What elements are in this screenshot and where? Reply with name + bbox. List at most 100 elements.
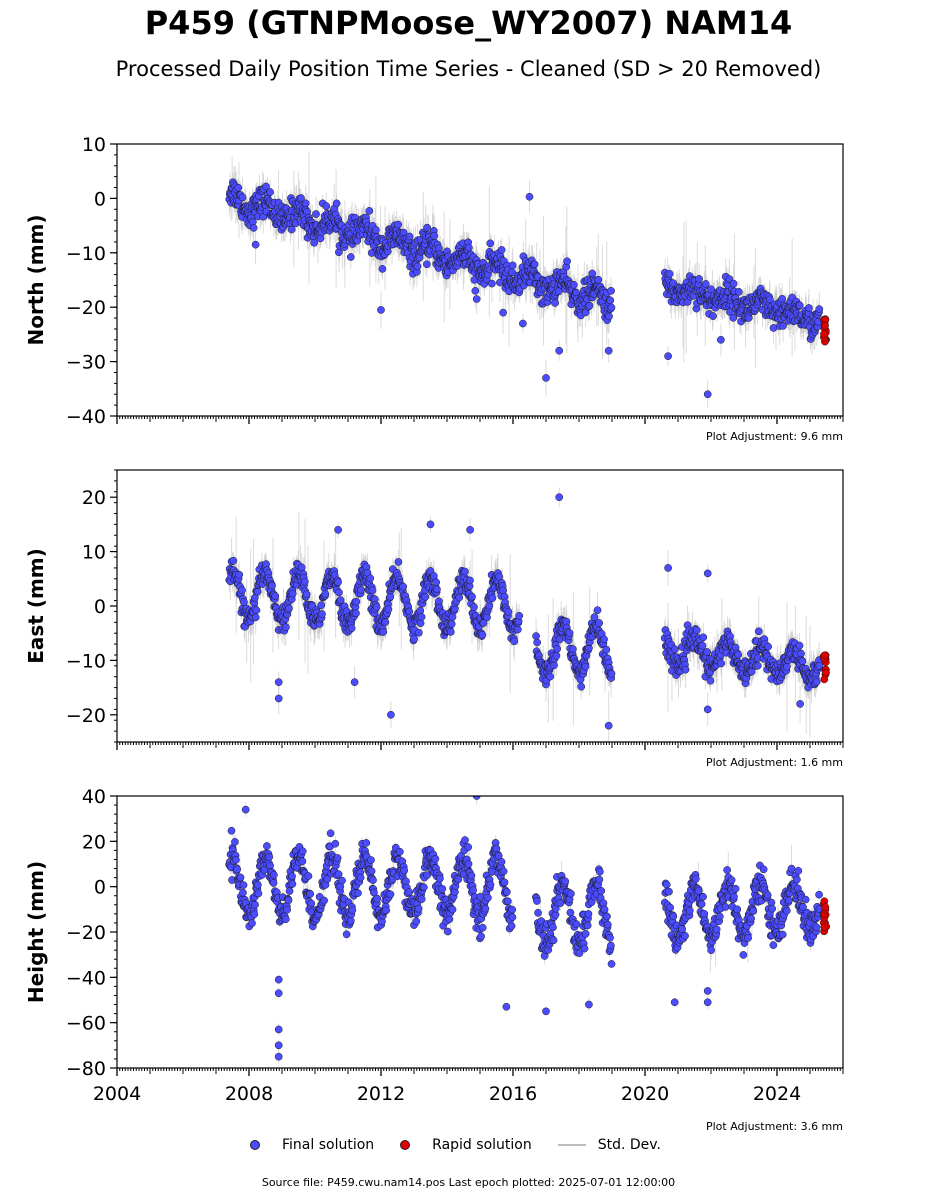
final-point (387, 710, 395, 719)
final-point (717, 335, 725, 344)
final-point (555, 493, 564, 502)
final-point (600, 635, 608, 644)
y-tick-label: 0 (94, 596, 106, 618)
final-point (262, 182, 270, 191)
final-point (585, 301, 594, 310)
final-point (229, 556, 238, 565)
final-point (764, 642, 772, 651)
final-point (421, 592, 430, 601)
final-point (488, 279, 496, 288)
final-point (555, 346, 564, 355)
final-point (365, 207, 374, 215)
final-point (569, 645, 577, 653)
final-point (607, 287, 615, 295)
final-point (405, 232, 414, 241)
final-point (698, 641, 707, 650)
final-point (238, 586, 246, 594)
final-point (797, 649, 805, 658)
final-point (734, 287, 743, 296)
final-point (447, 620, 456, 628)
final-point (729, 313, 738, 322)
final-point (234, 183, 243, 192)
rapid-point (820, 330, 828, 339)
final-point (519, 319, 527, 328)
final-point (461, 567, 469, 576)
final-point (594, 275, 603, 284)
final-point (352, 597, 361, 606)
final-point (703, 390, 712, 399)
final-point (322, 202, 331, 211)
final-point (423, 260, 431, 269)
final-point (593, 606, 602, 615)
final-point (381, 618, 390, 627)
final-point (252, 606, 261, 615)
chart-title: P459 (GTNPMoose_WY2007) NAM14 (144, 4, 793, 42)
final-point (414, 628, 423, 637)
final-point (350, 678, 359, 687)
final-point (510, 637, 519, 646)
final-point (565, 629, 574, 637)
final-point (783, 662, 791, 671)
final-point (399, 582, 408, 591)
final-point (533, 638, 541, 647)
final-point (432, 578, 441, 587)
final-point (251, 240, 260, 249)
final-point (551, 299, 559, 307)
final-point (433, 585, 441, 594)
final-point (238, 193, 247, 202)
final-point (729, 279, 738, 288)
final-point (577, 682, 586, 691)
final-point (554, 287, 563, 296)
final-point (384, 605, 393, 614)
final-point (288, 589, 297, 598)
y-tick-label: 20 (82, 487, 106, 509)
chart-subtitle: Processed Daily Position Time Series - C… (115, 57, 822, 81)
final-point (435, 597, 443, 606)
final-point (703, 569, 712, 578)
final-point (605, 312, 613, 321)
final-point (607, 669, 616, 678)
final-point (336, 596, 345, 605)
final-point (483, 613, 491, 622)
final-point (287, 225, 296, 234)
final-point (515, 611, 524, 620)
final-point (416, 606, 425, 615)
final-point (249, 224, 258, 232)
final-point (235, 570, 244, 579)
final-point (266, 188, 274, 196)
final-point (478, 630, 487, 639)
final-point (664, 352, 672, 361)
final-point (386, 592, 395, 601)
final-point (695, 275, 703, 283)
final-point (805, 304, 813, 312)
final-point (664, 564, 672, 572)
final-point (368, 586, 377, 595)
final-point (251, 613, 260, 622)
final-point (301, 199, 310, 208)
final-point (754, 627, 763, 636)
final-point (346, 253, 355, 261)
final-point (604, 721, 613, 730)
final-point (779, 321, 787, 330)
final-point (455, 593, 464, 602)
final-point (282, 623, 290, 632)
final-point (542, 374, 550, 382)
y-tick-label: −30 (66, 352, 106, 374)
final-point (472, 295, 481, 303)
final-point (410, 634, 418, 643)
final-point (532, 632, 540, 640)
final-point (379, 628, 388, 636)
y-tick-label: 10 (82, 542, 106, 564)
final-point (426, 520, 435, 529)
final-point (285, 604, 293, 613)
final-point (347, 624, 356, 633)
final-point (497, 246, 506, 254)
final-point (753, 661, 762, 670)
final-point (357, 586, 365, 594)
final-point (321, 590, 330, 598)
final-point (795, 301, 804, 310)
final-point (504, 607, 513, 616)
final-point (271, 592, 280, 600)
